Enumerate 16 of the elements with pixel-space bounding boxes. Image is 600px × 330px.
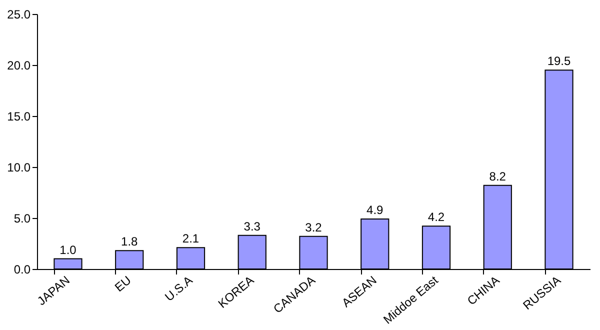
data-label: 4.2 [428, 210, 445, 224]
data-label: 1.8 [121, 234, 138, 249]
data-label: 4.9 [366, 203, 384, 218]
y-tick-label: 20.0 [7, 58, 31, 72]
data-label: 8.2 [489, 169, 506, 184]
data-label: 3.2 [305, 220, 322, 234]
y-tick-label: 10.0 [7, 160, 31, 174]
y-tick-label: 0.0 [14, 262, 31, 276]
y-tick-label: 5.0 [14, 212, 31, 226]
y-tick-label: 15.0 [7, 110, 31, 124]
data-label: 2.1 [182, 232, 200, 246]
data-label: 1.0 [60, 242, 77, 257]
data-label: 3.3 [244, 219, 261, 234]
y-tick-label: 25.0 [7, 8, 31, 22]
x-tick-label: EU [112, 273, 134, 295]
data-label: 19.5 [547, 54, 572, 68]
